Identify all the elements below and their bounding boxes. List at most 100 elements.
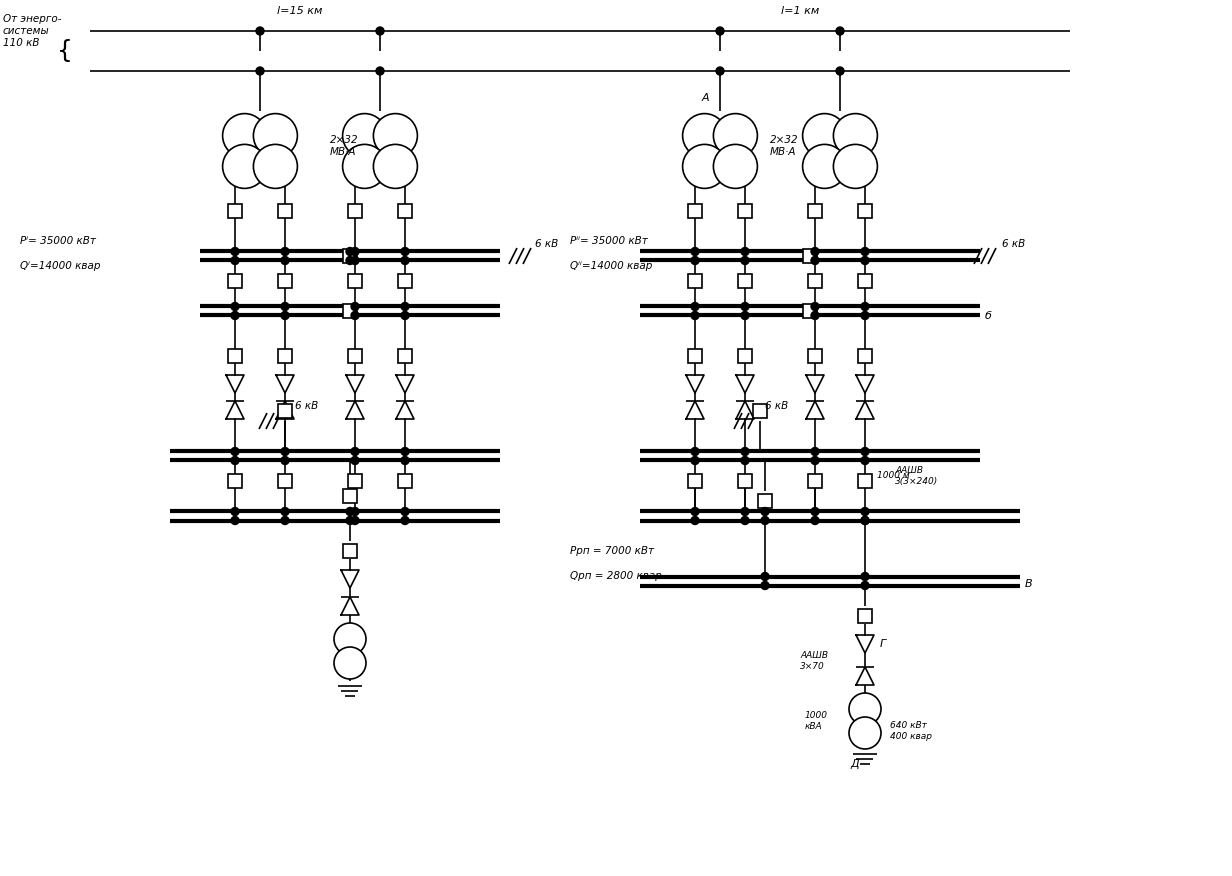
Circle shape (351, 507, 359, 515)
Circle shape (837, 27, 844, 35)
Circle shape (373, 114, 418, 158)
Circle shape (346, 257, 354, 265)
Text: Pⁱⁱ= 35000 кВт: Pⁱⁱ= 35000 кВт (570, 236, 648, 246)
Text: ААШВ
3(3×240): ААШВ 3(3×240) (894, 466, 939, 485)
Circle shape (849, 693, 881, 725)
Circle shape (223, 145, 266, 188)
Circle shape (740, 456, 749, 464)
Circle shape (861, 582, 869, 590)
Bar (342, 304, 357, 318)
Circle shape (232, 456, 239, 464)
Circle shape (232, 448, 239, 456)
Circle shape (281, 248, 290, 256)
Circle shape (232, 302, 239, 310)
Circle shape (761, 582, 769, 590)
Text: 6 кВ: 6 кВ (294, 401, 318, 411)
Circle shape (281, 507, 290, 515)
Bar (753, 404, 768, 418)
Circle shape (400, 448, 409, 456)
Circle shape (232, 257, 239, 265)
Circle shape (683, 145, 727, 188)
Bar (687, 474, 702, 488)
Circle shape (351, 302, 359, 310)
Circle shape (232, 248, 239, 256)
Text: Qⁱⁱ=14000 квар: Qⁱⁱ=14000 квар (570, 261, 653, 271)
Circle shape (376, 67, 384, 75)
Circle shape (713, 145, 758, 188)
Circle shape (811, 448, 819, 456)
Text: 6 кВ: 6 кВ (765, 401, 788, 411)
Circle shape (691, 507, 699, 515)
Bar (738, 274, 752, 288)
Text: Д: Д (850, 759, 860, 769)
Text: 640 кВт
400 квар: 640 кВт 400 квар (890, 721, 931, 741)
Circle shape (400, 302, 409, 310)
Circle shape (811, 302, 819, 310)
Circle shape (691, 312, 699, 320)
Bar (857, 609, 872, 623)
Bar (342, 544, 357, 558)
Circle shape (740, 517, 749, 525)
Circle shape (281, 448, 290, 456)
Bar (278, 274, 292, 288)
Bar (687, 349, 702, 363)
Circle shape (691, 456, 699, 464)
Circle shape (740, 257, 749, 265)
Text: Г: Г (880, 639, 886, 649)
Circle shape (351, 312, 359, 320)
Circle shape (861, 573, 869, 581)
Bar (857, 204, 872, 218)
Bar (342, 489, 357, 503)
Bar (687, 274, 702, 288)
Bar (808, 474, 822, 488)
Bar (278, 474, 292, 488)
Circle shape (861, 507, 869, 515)
Circle shape (740, 448, 749, 456)
Circle shape (802, 114, 846, 158)
Circle shape (256, 27, 264, 35)
Bar (803, 249, 817, 263)
Bar (398, 274, 411, 288)
Circle shape (342, 114, 387, 158)
Circle shape (281, 517, 290, 525)
Circle shape (281, 456, 290, 464)
Bar (398, 349, 411, 363)
Circle shape (351, 448, 359, 456)
Text: В: В (1025, 579, 1032, 589)
Bar (803, 304, 817, 318)
Circle shape (400, 456, 409, 464)
Circle shape (223, 114, 266, 158)
Circle shape (691, 448, 699, 456)
Text: 6 кВ: 6 кВ (1002, 239, 1025, 249)
Text: 2×32
МВ·А: 2×32 МВ·А (770, 135, 798, 157)
Circle shape (400, 248, 409, 256)
Bar (278, 404, 292, 418)
Circle shape (811, 248, 819, 256)
Circle shape (232, 507, 239, 515)
Circle shape (837, 67, 844, 75)
Bar (398, 474, 411, 488)
Circle shape (281, 302, 290, 310)
Circle shape (861, 448, 869, 456)
Circle shape (740, 507, 749, 515)
Text: 6 кВ: 6 кВ (535, 239, 558, 249)
Circle shape (713, 114, 758, 158)
Text: б: б (986, 311, 992, 321)
Bar (687, 204, 702, 218)
Circle shape (861, 517, 869, 525)
Bar (278, 349, 292, 363)
Circle shape (811, 257, 819, 265)
Circle shape (373, 145, 418, 188)
Circle shape (761, 517, 769, 525)
Text: 2×32
МВ·А: 2×32 МВ·А (330, 135, 359, 157)
Bar (857, 274, 872, 288)
Circle shape (811, 312, 819, 320)
Bar (347, 204, 362, 218)
Circle shape (232, 312, 239, 320)
Bar (738, 474, 752, 488)
Text: {: { (57, 39, 73, 63)
Text: l=1 км: l=1 км (781, 6, 819, 16)
Circle shape (400, 257, 409, 265)
Circle shape (716, 27, 724, 35)
Circle shape (861, 248, 869, 256)
